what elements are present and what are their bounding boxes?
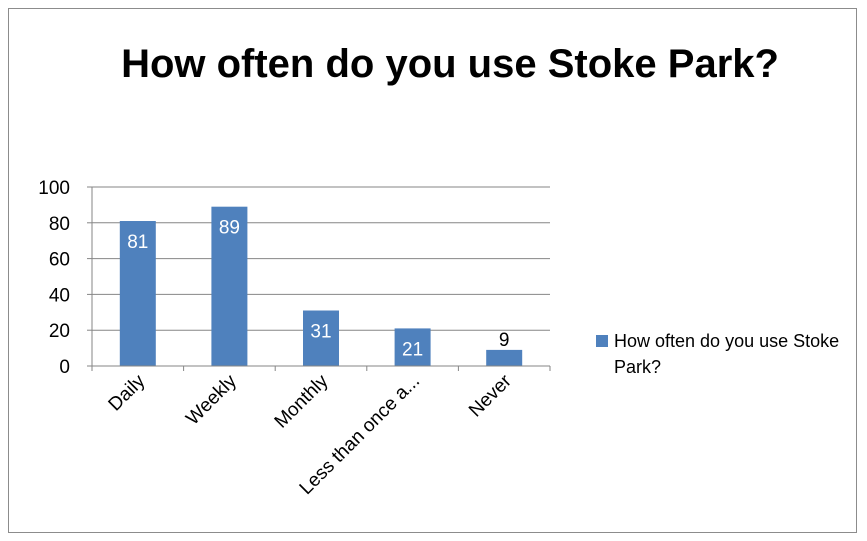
data-label: 81 bbox=[127, 232, 148, 253]
gridlines bbox=[92, 186, 550, 331]
data-label: 31 bbox=[310, 322, 331, 343]
legend-swatch bbox=[596, 335, 608, 347]
x-tick-label: Daily bbox=[105, 370, 150, 415]
bar bbox=[486, 349, 523, 366]
x-tick-label: Weekly bbox=[182, 370, 241, 429]
bar bbox=[394, 328, 431, 366]
y-tick-label: 0 bbox=[59, 357, 70, 378]
axes bbox=[87, 186, 551, 371]
data-label: 9 bbox=[499, 330, 510, 351]
labels: 02040608010081Daily89Weekly31Monthly21Le… bbox=[38, 178, 516, 499]
bar bbox=[119, 221, 156, 366]
y-tick-label: 80 bbox=[49, 214, 70, 235]
legend-label: How often do you use Stoke Park? bbox=[614, 331, 840, 377]
bar bbox=[303, 310, 339, 366]
y-tick-label: 100 bbox=[38, 178, 70, 199]
x-tick-label: Monthly bbox=[271, 370, 333, 432]
data-label: 21 bbox=[402, 339, 423, 360]
chart-title: How often do you use Stoke Park? bbox=[121, 42, 779, 86]
y-tick-label: 60 bbox=[49, 250, 70, 271]
x-tick-label: Never bbox=[465, 370, 516, 421]
y-tick-label: 40 bbox=[49, 285, 70, 306]
bars bbox=[119, 206, 523, 366]
data-label: 89 bbox=[219, 218, 240, 239]
y-tick-label: 20 bbox=[49, 321, 70, 342]
bar bbox=[211, 206, 248, 366]
